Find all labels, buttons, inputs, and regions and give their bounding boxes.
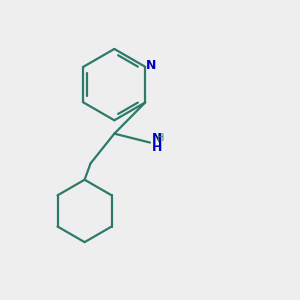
Text: H: H (158, 133, 165, 143)
Text: H: H (152, 140, 162, 154)
Text: N: N (152, 132, 162, 145)
Text: N: N (146, 59, 156, 72)
